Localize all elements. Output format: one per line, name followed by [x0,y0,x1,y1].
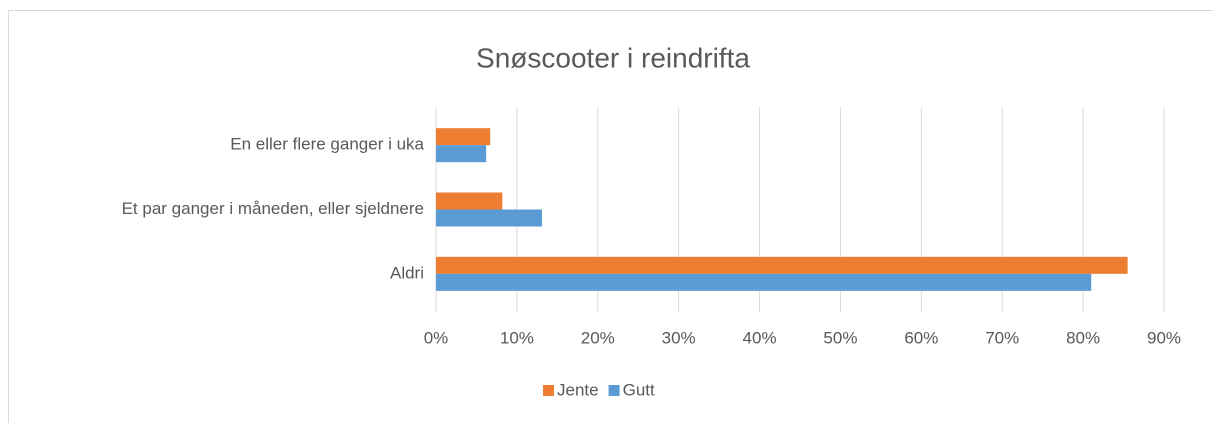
x-tick-label: 10% [500,328,534,347]
legend-label: Gutt [623,380,655,399]
x-tick-label: 90% [1147,328,1181,347]
bar [436,273,1092,291]
y-tick-label: Aldri [390,263,424,282]
chart-border [8,10,1213,423]
x-tick-label: 60% [904,328,938,347]
x-tick-label: 80% [1066,328,1100,347]
x-tick-label: 20% [581,328,615,347]
x-tick-label: 70% [985,328,1019,347]
x-tick-label: 50% [823,328,857,347]
x-tick-label: 0% [424,328,449,347]
y-tick-label: Et par ganger i måneden, eller sjeldnere [122,199,424,218]
legend-swatch [608,385,620,396]
legend-swatch [543,385,554,396]
bar [436,145,487,163]
bar [436,256,1128,274]
bar [436,192,503,210]
y-tick-label: En eller flere ganger i uka [230,135,424,154]
chart-title: Snøscooter i reindrifta [476,42,750,73]
bar [436,209,542,227]
x-tick-label: 30% [662,328,696,347]
legend-label: Jente [557,380,599,399]
bar [436,128,491,146]
x-tick-label: 40% [743,328,777,347]
